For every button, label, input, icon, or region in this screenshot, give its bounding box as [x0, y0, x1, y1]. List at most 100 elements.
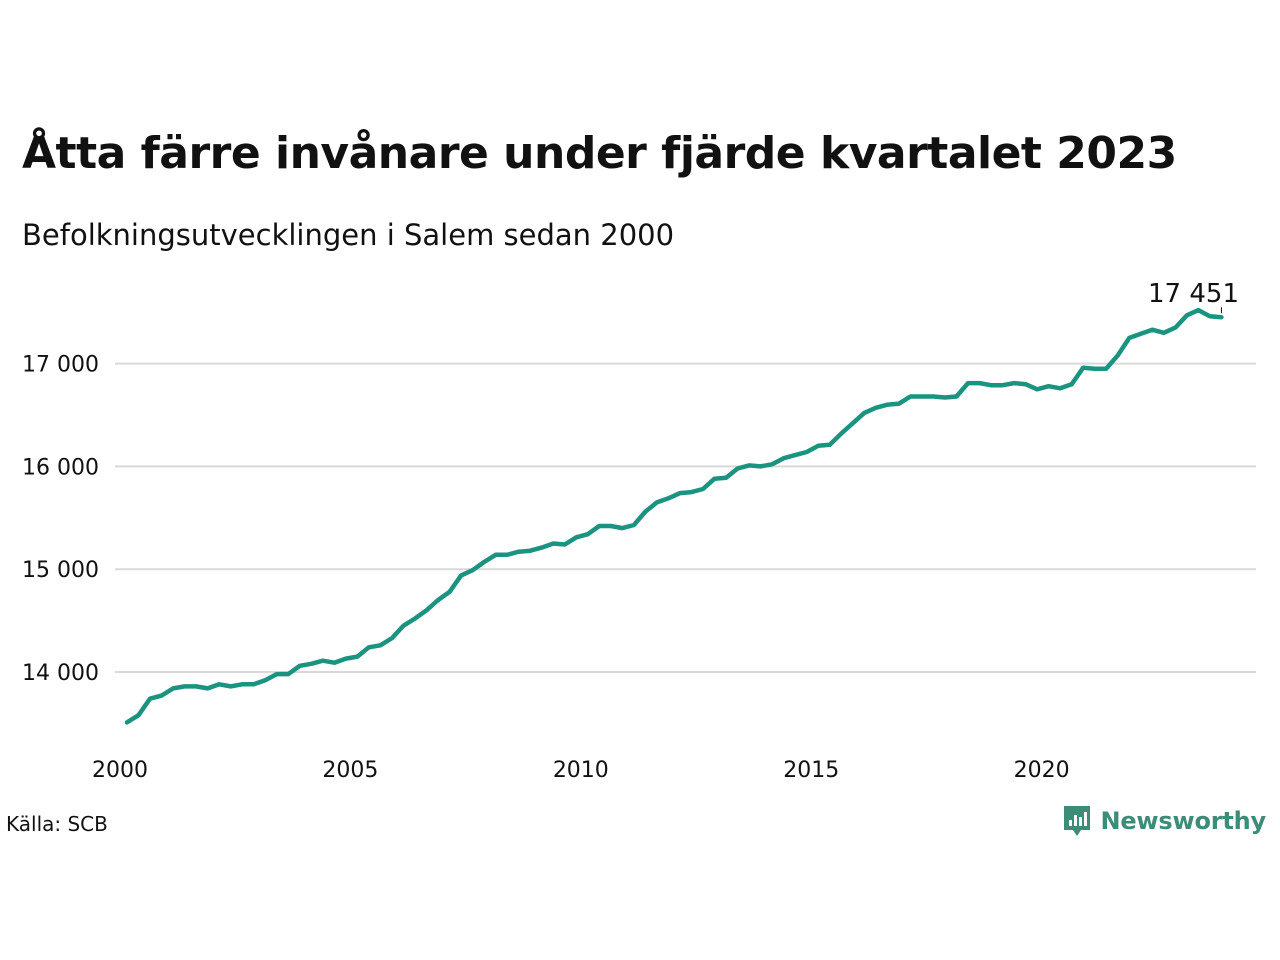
data-point — [321, 659, 325, 663]
data-point — [344, 657, 348, 661]
data-point — [540, 546, 544, 550]
gridlines — [115, 362, 1256, 673]
data-point — [759, 464, 763, 468]
chart-subtitle: Befolkningsutvecklingen i Salem sedan 20… — [22, 218, 675, 252]
end-value-label: 17 451 — [1148, 279, 1239, 309]
series-layer — [124, 307, 1224, 725]
data-point — [770, 462, 774, 466]
data-point — [885, 403, 889, 407]
data-point — [505, 553, 509, 557]
data-point — [874, 406, 878, 410]
x-tick-label: 2000 — [92, 758, 148, 783]
data-point — [805, 450, 809, 454]
data-point — [286, 672, 290, 676]
newsworthy-logo-icon — [1064, 806, 1091, 836]
data-point — [1162, 331, 1166, 335]
data-point — [828, 443, 832, 447]
data-point — [1139, 332, 1143, 336]
data-point — [1104, 367, 1108, 371]
data-point — [839, 432, 843, 436]
data-point — [655, 500, 659, 504]
data-point — [367, 645, 371, 649]
data-point — [1001, 383, 1005, 387]
data-point — [978, 381, 982, 385]
data-point — [494, 553, 498, 557]
data-point — [1219, 315, 1223, 319]
data-point — [609, 524, 613, 528]
data-point — [459, 573, 463, 577]
data-point — [678, 491, 682, 495]
data-point — [931, 394, 935, 398]
data-point — [954, 394, 958, 398]
data-point — [782, 456, 786, 460]
data-point — [263, 678, 267, 682]
y-tick-label: 15 000 — [22, 558, 99, 583]
data-point — [309, 662, 313, 666]
data-point — [690, 490, 694, 494]
data-point — [171, 686, 175, 690]
data-point — [1024, 382, 1028, 386]
data-point — [1127, 336, 1131, 340]
data-point — [897, 402, 901, 406]
data-point — [1150, 328, 1154, 332]
data-point — [713, 477, 717, 481]
data-point — [943, 396, 947, 400]
data-point — [160, 694, 164, 698]
data-point — [1070, 382, 1074, 386]
data-point — [666, 496, 670, 500]
data-point — [252, 682, 256, 686]
data-point — [1116, 353, 1120, 357]
data-point — [747, 463, 751, 467]
data-point — [1185, 313, 1189, 317]
brand-logo[interactable]: Newsworthy — [1062, 804, 1266, 838]
data-point — [989, 383, 993, 387]
data-point — [390, 636, 394, 640]
data-point — [574, 535, 578, 539]
data-point — [908, 394, 912, 398]
data-point — [920, 394, 924, 398]
data-point — [793, 453, 797, 457]
data-point — [298, 664, 302, 668]
data-point — [517, 550, 521, 554]
x-tick-label: 2015 — [783, 758, 839, 783]
data-point — [229, 684, 233, 688]
data-point — [217, 682, 221, 686]
data-point — [528, 549, 532, 553]
population-line — [124, 307, 1224, 725]
data-point — [332, 661, 336, 665]
y-tick-label: 14 000 — [22, 661, 99, 686]
data-point — [1093, 367, 1097, 371]
data-point — [183, 684, 187, 688]
data-point — [736, 466, 740, 470]
data-point — [240, 682, 244, 686]
data-point — [448, 590, 452, 594]
data-point — [378, 643, 382, 647]
x-axis-tick-labels: 2000 2005 2010 2015 2020 — [92, 758, 1070, 783]
data-point — [586, 532, 590, 536]
y-tick-label: 17 000 — [22, 353, 99, 378]
chart-title: Åtta färre invånare under fjärde kvartal… — [22, 128, 1177, 179]
x-tick-label: 2010 — [553, 758, 609, 783]
data-point — [851, 421, 855, 425]
data-point — [724, 476, 728, 480]
data-point — [966, 381, 970, 385]
y-axis-tick-labels: 14 000 15 000 16 000 17 000 — [22, 353, 99, 686]
data-point — [620, 526, 624, 530]
data-point — [1081, 366, 1085, 370]
data-point — [355, 655, 359, 659]
data-point — [401, 624, 405, 628]
data-point — [413, 617, 417, 621]
annotation-layer: 17 451 — [1148, 279, 1239, 314]
data-point — [816, 444, 820, 448]
data-point — [194, 684, 198, 688]
data-point — [551, 542, 555, 546]
data-point — [137, 713, 141, 717]
data-point — [125, 720, 129, 724]
data-point — [632, 523, 636, 527]
data-point — [563, 543, 567, 547]
brand-name: Newsworthy — [1100, 807, 1266, 835]
data-point — [701, 487, 705, 491]
data-point — [148, 697, 152, 701]
source-note: Källa: SCB — [6, 812, 108, 836]
